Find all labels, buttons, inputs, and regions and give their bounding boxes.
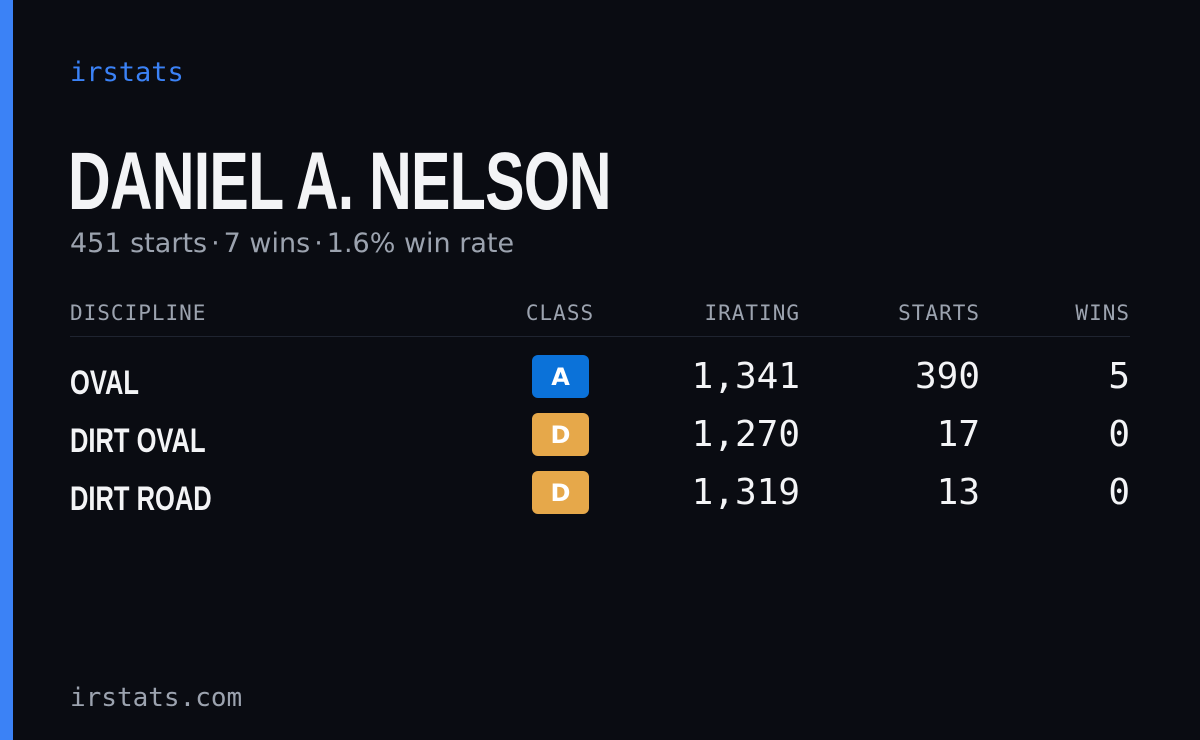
driver-summary: 451 starts · 7 wins · 1.6% win rate [70,226,514,262]
irating-value: 1,319 [691,472,800,513]
license-class-badge: A [532,355,589,398]
irating-value: 1,270 [691,414,800,455]
brand-logo: irstats [70,57,184,88]
header-wins: WINS [1075,301,1130,325]
wins-value: 0 [1108,472,1130,513]
footer-url: irstats.com [70,683,243,713]
starts-summary: 451 starts [70,228,208,259]
license-class-badge: D [532,471,589,514]
discipline-name: DIRT OVAL [70,422,206,460]
header-starts: STARTS [898,301,980,325]
wins-value: 5 [1108,356,1130,397]
header-class: CLASS [525,301,595,325]
starts-value: 390 [914,356,980,397]
table-row: DIRT OVAL D 1,270 17 0 [70,409,1130,467]
starts-value: 17 [936,414,980,455]
separator: · [314,228,323,259]
discipline-table: DISCIPLINE CLASS IRATING STARTS WINS OVA… [70,296,1130,525]
header-irating: IRATING [704,301,800,325]
starts-value: 13 [936,472,980,513]
discipline-name: OVAL [70,364,139,402]
accent-bar [0,0,13,740]
winrate-summary: 1.6% win rate [326,228,515,259]
table-header: DISCIPLINE CLASS IRATING STARTS WINS [70,296,1130,337]
table-body: OVAL A 1,341 390 5 DIRT OVAL D 1,270 17 … [70,351,1130,525]
irating-value: 1,341 [691,356,800,397]
discipline-name: DIRT ROAD [70,480,212,518]
wins-summary: 7 wins [223,228,311,259]
table-row: OVAL A 1,341 390 5 [70,351,1130,409]
separator: · [211,228,220,259]
license-class-badge: D [532,413,589,456]
header-discipline: DISCIPLINE [70,301,207,325]
table-row: DIRT ROAD D 1,319 13 0 [70,467,1130,525]
wins-value: 0 [1108,414,1130,455]
driver-name: DANIEL A. NELSON [68,136,612,227]
